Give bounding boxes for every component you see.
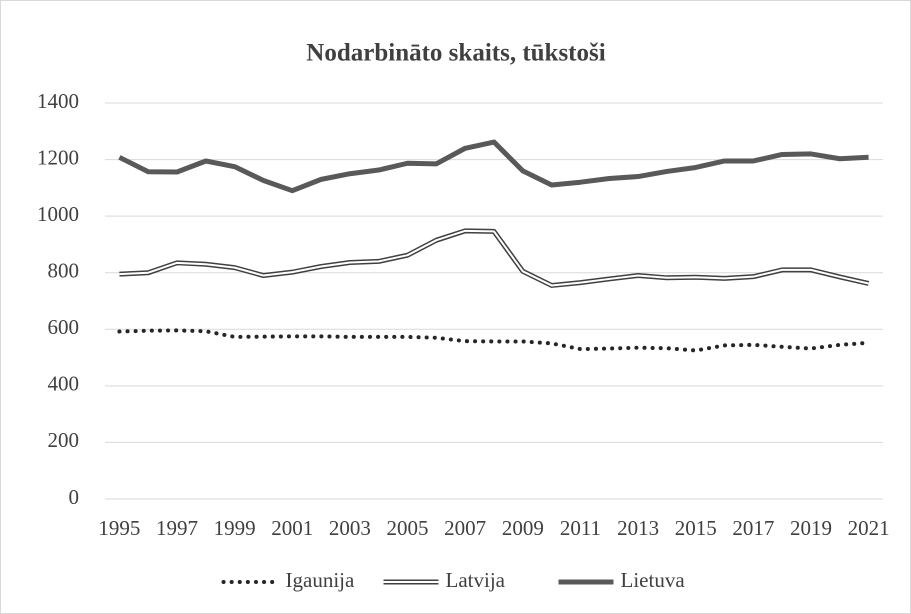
x-tick-label: 2011 <box>560 516 601 540</box>
x-tick-label: 2005 <box>387 516 429 540</box>
x-tick-label: 2009 <box>502 516 544 540</box>
y-tick-label: 1400 <box>37 89 79 113</box>
line <box>118 139 869 194</box>
y-tick-label: 1000 <box>37 202 79 226</box>
line-inner <box>119 229 869 287</box>
x-tick-label: 2019 <box>790 516 832 540</box>
y-tick-label: 1200 <box>37 145 79 169</box>
x-tick-label: 1995 <box>98 516 140 540</box>
x-tick-label: 2013 <box>617 516 659 540</box>
x-tick-label: 2021 <box>848 516 890 540</box>
y-tick-label: 200 <box>48 428 80 452</box>
x-tick-label: 2017 <box>732 516 774 540</box>
y-tick-label: 0 <box>69 485 80 509</box>
x-tick-label: 2007 <box>444 516 486 540</box>
x-tick-label: 1997 <box>156 516 198 540</box>
legend-label: Lietuva <box>621 568 686 592</box>
x-tick-label: 2001 <box>271 516 313 540</box>
legend-label: Igaunija <box>286 568 355 592</box>
y-tick-label: 600 <box>48 315 80 339</box>
chart-title: Nodarbināto skaits, tūkstoši <box>306 40 605 67</box>
y-tick-label: 800 <box>48 259 80 283</box>
y-tick-label: 400 <box>48 372 80 396</box>
x-tick-label: 2015 <box>675 516 717 540</box>
x-tick-label: 2003 <box>329 516 371 540</box>
x-tick-label: 1999 <box>214 516 256 540</box>
legend-label: Latvija <box>446 568 506 592</box>
